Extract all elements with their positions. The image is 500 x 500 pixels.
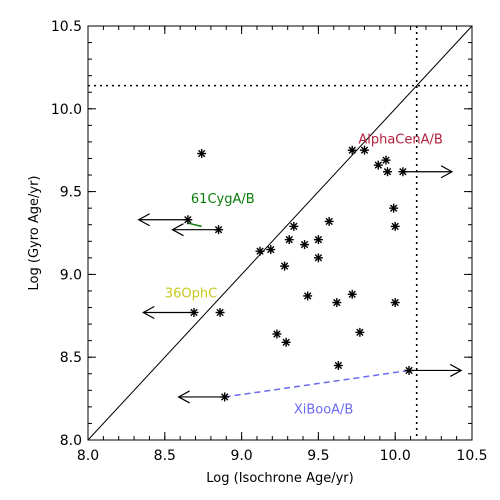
arrow-head <box>449 363 463 377</box>
data-point <box>272 329 282 339</box>
arrow-head <box>171 223 184 237</box>
pair-label: XiBooA/B <box>294 403 354 418</box>
y-tick-label: 10.0 <box>51 102 82 118</box>
y-tick-label: 8.0 <box>60 433 82 449</box>
data-point <box>289 221 299 231</box>
limit-arrow <box>409 363 463 377</box>
x-tick-label: 10.0 <box>380 448 411 464</box>
one-to-one-line <box>87 25 473 441</box>
data-point <box>381 155 391 165</box>
x-tick-label: 8.0 <box>77 448 99 464</box>
data-point <box>398 167 408 177</box>
limit-arrows <box>137 165 463 404</box>
data-point <box>347 145 357 155</box>
data-points <box>183 145 414 402</box>
x-tick-label: 9.5 <box>307 448 329 464</box>
pair-labels: 61CygA/B AlphaCenA/B 36OphC XiBooA/B <box>165 133 443 418</box>
data-point <box>404 365 414 375</box>
arrow-head <box>440 165 454 179</box>
pair-label: AlphaCenA/B <box>358 133 442 148</box>
x-tick-label: 10.5 <box>456 448 487 464</box>
data-point <box>280 261 290 271</box>
reference-lines <box>87 25 473 441</box>
arrow-head <box>177 390 190 404</box>
plot-frame <box>87 25 473 441</box>
y-tick-label: 10.5 <box>51 19 82 35</box>
data-point <box>281 337 291 347</box>
data-point <box>347 289 357 299</box>
x-tick-label: 9.0 <box>230 448 252 464</box>
limit-arrow <box>142 305 194 320</box>
data-point <box>197 149 207 159</box>
data-point <box>313 253 323 263</box>
pair-label: 36OphC <box>165 287 217 302</box>
pair-connectors <box>187 222 410 398</box>
y-axis-title: Log (Gyro Age/yr) <box>27 176 42 291</box>
arrow-head <box>142 305 155 320</box>
data-point <box>359 145 369 155</box>
data-point <box>183 215 193 225</box>
arrow-head <box>137 213 150 227</box>
data-point <box>189 307 199 317</box>
data-point <box>390 298 400 308</box>
limit-arrow <box>402 165 454 179</box>
limit-arrow <box>171 223 219 237</box>
pair-connector <box>187 222 202 228</box>
data-point <box>332 298 342 308</box>
data-point <box>284 235 294 245</box>
pair-label: 61CygA/B <box>191 192 255 207</box>
y-tick-label: 9.0 <box>60 267 82 283</box>
data-point <box>373 160 383 170</box>
data-point <box>324 216 334 226</box>
data-point <box>255 246 265 256</box>
data-point <box>333 360 343 370</box>
pair-connector <box>224 369 410 398</box>
data-point <box>355 327 365 337</box>
data-point <box>300 240 310 250</box>
limit-arrow <box>177 390 225 404</box>
data-point <box>313 235 323 245</box>
data-point <box>266 245 276 255</box>
y-tick-label: 9.5 <box>60 185 82 201</box>
data-point <box>303 291 313 301</box>
axis-ticks: 8.0 8.5 9.0 9.5 10.0 10.5 8.0 8.5 9.0 9.5 10.0 10.5 <box>51 19 488 464</box>
data-point <box>214 225 224 235</box>
data-point <box>389 203 399 213</box>
data-point <box>390 221 400 231</box>
x-tick-label: 8.5 <box>154 448 176 464</box>
data-point <box>215 307 225 317</box>
limit-arrow <box>137 213 188 227</box>
y-tick-label: 8.5 <box>60 350 82 366</box>
x-axis-title: Log (Isochrone Age/yr) <box>206 471 353 486</box>
data-point <box>383 167 393 177</box>
data-point <box>220 392 230 402</box>
